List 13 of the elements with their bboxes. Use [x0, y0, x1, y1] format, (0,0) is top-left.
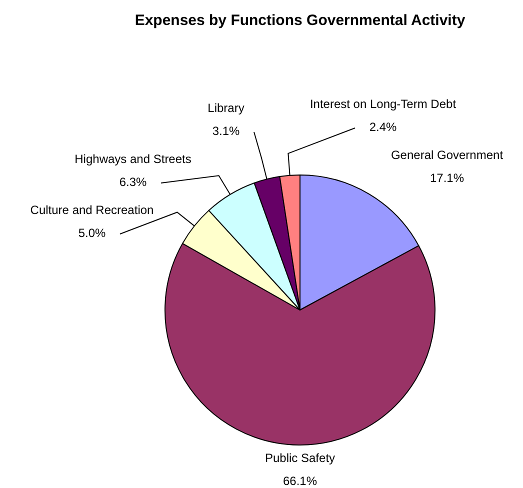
slice-label: Culture and Recreation	[30, 203, 154, 217]
data-label: 5.0%	[78, 226, 106, 240]
data-label: 17.1%	[430, 171, 464, 185]
slice-label: Public Safety	[264, 451, 336, 465]
slice-label: General Government	[390, 148, 504, 162]
data-label: 3.1%	[212, 124, 240, 138]
data-label: 2.4%	[369, 120, 397, 134]
slice-label: Interest on Long-Term Debt	[310, 97, 457, 111]
data-label: 6.3%	[119, 175, 147, 189]
chart-title: Expenses by Functions Governmental Activity	[134, 12, 466, 29]
slice-label: Library	[208, 101, 244, 115]
slice-label: Highways and Streets	[74, 152, 192, 166]
data-label: 66.1%	[282, 474, 318, 488]
